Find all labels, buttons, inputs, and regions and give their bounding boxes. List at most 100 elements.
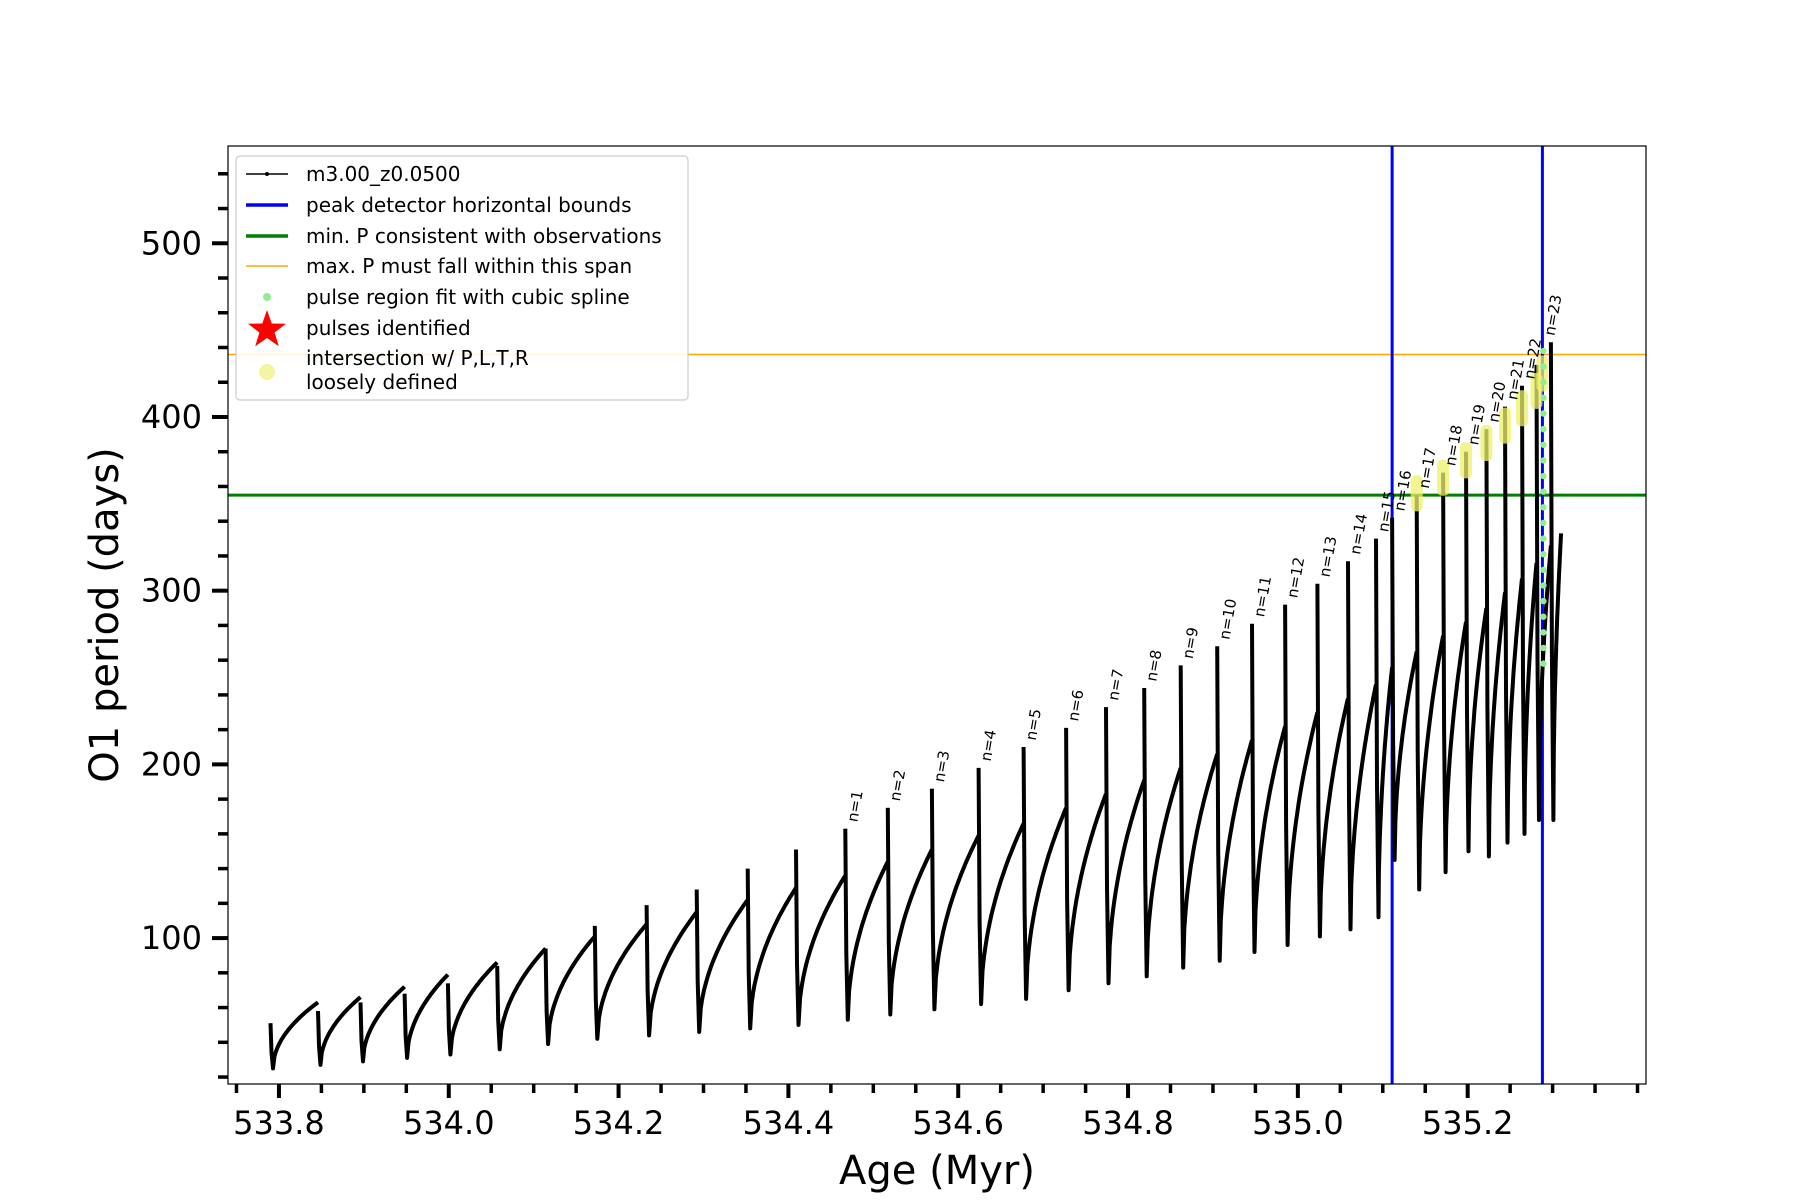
loose-intersection-marker-5: [1499, 407, 1512, 444]
legend-label-4: max. P must fall within this span: [306, 254, 632, 278]
x-tick-label-5: 534.6: [912, 1104, 1004, 1142]
spline-point-7: [1540, 566, 1547, 574]
series-cycle-33: [1503, 406, 1524, 845]
series-cycle-28: [1390, 517, 1419, 862]
spline-point-1: [1540, 660, 1547, 667]
legend-box: [235, 155, 689, 401]
pulse-label-1: n=1: [844, 789, 867, 823]
series-cycle-20: [1142, 687, 1183, 979]
series-cycle-26: [1346, 561, 1378, 932]
spline-point-18: [1540, 394, 1547, 402]
axes: 533.8 534.0 534.2 534.4 534.6 534.8 535.0 535.2…: [141, 172, 1640, 1142]
pulse-label-4: n=4: [977, 728, 1000, 762]
y-tick-label-5: 500: [141, 224, 202, 262]
legend-handle-7: [259, 364, 275, 380]
legend-label-2: peak detector horizontal bounds: [306, 193, 632, 217]
series-cycle-11: [745, 868, 798, 1031]
x-tick-label-3: 534.2: [573, 1104, 665, 1142]
series-cycle-12: [794, 849, 847, 1027]
y-axis-title: O1 period (days): [82, 447, 128, 782]
x-tick-label-7: 535.0: [1252, 1104, 1344, 1142]
legend-label-6: pulses identified: [306, 316, 471, 340]
x-tick-label-6: 534.8: [1082, 1104, 1174, 1142]
series-cycle-5: [445, 960, 499, 1057]
spline-point-17: [1540, 410, 1547, 417]
series-cycle-14: [885, 807, 934, 1017]
spline-point-9: [1540, 535, 1547, 542]
x-tick-label-2: 534.0: [403, 1104, 495, 1142]
x-tick-label-1: 533.8: [233, 1104, 325, 1142]
spline-point-12: [1540, 488, 1547, 495]
series-cycle-18: [1064, 727, 1108, 993]
spline-point-14: [1540, 457, 1547, 464]
series-cycle-2: [316, 995, 362, 1067]
series-cycle-15: [929, 788, 981, 1012]
spline-point-11: [1540, 504, 1547, 511]
spline-point-5: [1540, 597, 1547, 605]
spline-point-10: [1540, 519, 1547, 527]
pulse-label-6: n=6: [1064, 688, 1087, 722]
spline-point-19: [1540, 379, 1547, 386]
y-tick-label-2: 200: [141, 745, 202, 783]
spline-point-21: [1540, 347, 1547, 355]
series-cycle-19: [1104, 707, 1147, 986]
pulse-label-7: n=7: [1104, 667, 1127, 701]
legend-handle-5: [263, 293, 271, 301]
series-cycle-9: [644, 905, 699, 1038]
marker-layer: [1410, 347, 1549, 667]
series-cycle-25: [1315, 583, 1350, 939]
spline-point-20: [1540, 363, 1547, 370]
spline-point-16: [1540, 425, 1547, 433]
pulse-label-8: n=8: [1142, 648, 1165, 682]
series-cycle-3: [358, 985, 406, 1064]
spline-point-13: [1540, 472, 1547, 480]
x-tick-label-4: 534.4: [743, 1104, 835, 1142]
x-tick-label-8: 535.2: [1422, 1104, 1514, 1142]
series-cycle-8: [592, 922, 649, 1041]
series-cycle-29: [1414, 495, 1446, 892]
legend-label-1: m3.00_z0.0500: [306, 162, 461, 186]
legend-label-3: min. P consistent with observations: [306, 224, 662, 248]
spline-point-6: [1540, 582, 1547, 589]
spline-point-15: [1540, 441, 1547, 448]
series-cycle-6: [495, 947, 548, 1052]
series-cycle-4: [402, 973, 450, 1060]
series-cycle-24: [1283, 604, 1320, 947]
y-tick-label-4: 400: [141, 398, 202, 436]
series-cycle-16: [976, 767, 1026, 1007]
series-layer: [268, 342, 1564, 1071]
series-cycle-27: [1374, 538, 1395, 920]
legend-label-7: intersection w/ P,L,T,R: [306, 346, 529, 370]
series-cycle-10: [694, 889, 750, 1034]
loose-intersection-marker-3: [1459, 442, 1472, 479]
loose-intersection-marker-4: [1480, 425, 1493, 462]
loose-intersection-marker-1: [1410, 475, 1423, 512]
plot-frame: [227, 145, 1647, 1085]
legend-label-5: pulse region fit with cubic spline: [306, 285, 630, 309]
loose-intersection-marker-2: [1437, 459, 1450, 496]
series-cycle-31: [1464, 451, 1489, 854]
pulse-label-2: n=2: [886, 768, 909, 802]
series-cycle-7: [543, 935, 597, 1046]
pulse-label-3: n=3: [930, 749, 953, 783]
series-cycle-1: [268, 1000, 320, 1071]
spline-point-2: [1540, 644, 1547, 652]
legend-handle-series-marker: [265, 172, 269, 176]
spline-point-8: [1540, 551, 1547, 558]
series-cycle-23: [1250, 623, 1288, 954]
series-cycle-13: [843, 828, 890, 1022]
loose-intersection-marker-6: [1516, 390, 1529, 427]
spline-point-4: [1540, 613, 1547, 620]
y-tick-label-1: 100: [141, 919, 202, 957]
pulse-label-5: n=5: [1022, 707, 1045, 741]
x-axis-title: Age (Myr): [839, 1148, 1035, 1194]
series-cycle-36: [1548, 342, 1564, 822]
pulse-label-9: n=9: [1179, 626, 1202, 660]
series-cycle-22: [1215, 646, 1254, 963]
series-cycle-17: [1021, 746, 1068, 1001]
series-cycle-30: [1441, 472, 1468, 875]
spline-point-3: [1540, 629, 1547, 636]
legend-label-7-line2: loosely defined: [306, 370, 458, 394]
